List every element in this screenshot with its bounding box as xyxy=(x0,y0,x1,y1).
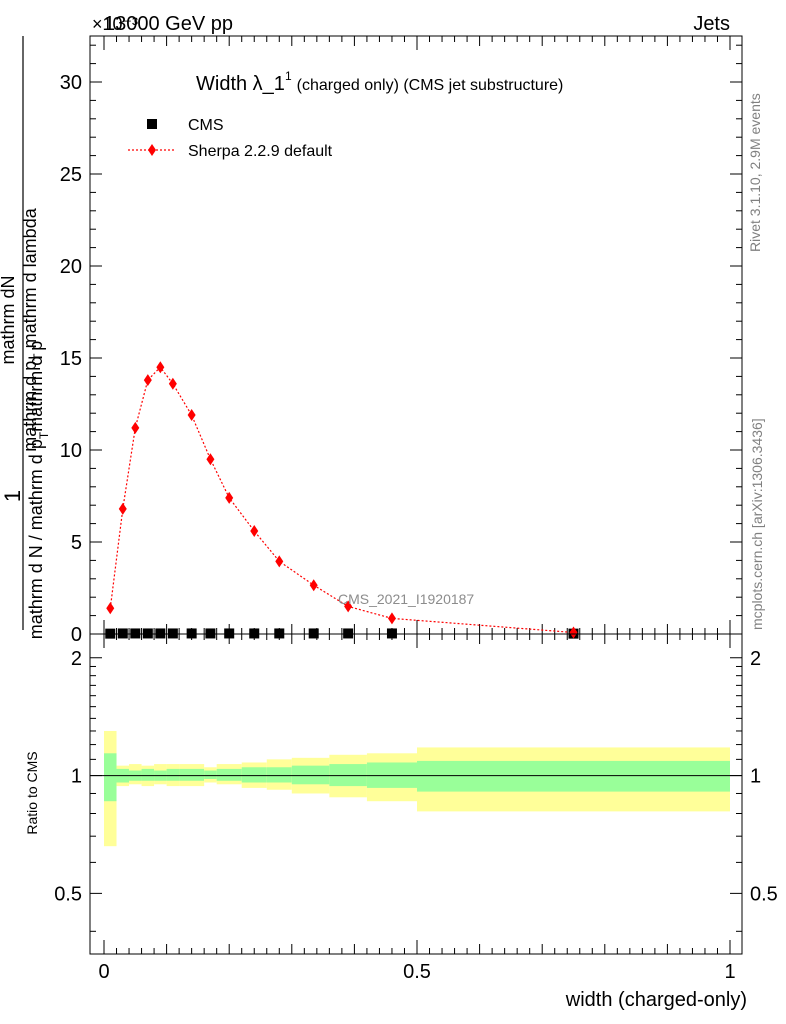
chart-title: Width λ_11 (charged only) (CMS jet substr… xyxy=(196,69,563,95)
main-y-axis: 0 5 10 15 20 25 30 xyxy=(60,44,742,646)
sherpa-data-point xyxy=(387,612,396,625)
y-label-numerator-2: mathrm d pT mathrm d lambda xyxy=(20,207,45,451)
sherpa-data-point xyxy=(118,502,127,515)
ratio-y-tick-label: 2 xyxy=(71,648,82,670)
cms-data-point xyxy=(386,628,397,639)
main-y-tick-label: 20 xyxy=(60,256,82,278)
y-label-den-a: mathrm d N / mathrm d p xyxy=(26,439,46,639)
energy-label: 13000 GeV pp xyxy=(104,13,233,35)
ratio-inner-band xyxy=(216,768,242,781)
ratio-y-tick-label-right: 1 xyxy=(750,766,761,788)
sherpa-data-point xyxy=(131,421,140,434)
main-series-layer xyxy=(105,361,579,639)
y-label-num-a: mathrm dN xyxy=(0,275,18,364)
ratio-y-label: Ratio to CMS xyxy=(24,751,40,834)
ratio-inner-band xyxy=(417,760,730,792)
legend-sherpa-label: Sherpa 2.2.9 default xyxy=(188,143,333,160)
chart-title-rest: (charged only) (CMS jet substructure) xyxy=(297,77,564,94)
cms-data-point xyxy=(308,628,319,639)
ratio-inner-band xyxy=(166,768,180,781)
main-y-tick-label: 30 xyxy=(60,72,82,94)
ratio-y-axis: 0.5 0.5 1 1 2 2 xyxy=(54,648,778,932)
y-label-numerator: mathrm dN xyxy=(0,275,18,364)
sherpa-data-point xyxy=(250,524,259,537)
y-exponent-label: ×10⁻³ xyxy=(92,14,138,34)
chart-title-sup: 1 xyxy=(285,69,292,83)
ratio-y-tick-label: 1 xyxy=(71,766,82,788)
sherpa-data-point xyxy=(569,626,578,639)
ratio-y-tick-label-right: 0.5 xyxy=(750,883,778,905)
cms-data-point xyxy=(130,628,141,639)
x-axis-label: width (charged-only) xyxy=(565,989,747,1011)
sherpa-data-point xyxy=(206,453,215,466)
cms-data-point xyxy=(167,628,178,639)
ratio-y-tick-label: 0.5 xyxy=(54,883,82,905)
ratio-inner-band xyxy=(266,767,292,783)
sherpa-data-point xyxy=(344,600,353,613)
ratio-inner-band xyxy=(291,765,330,785)
process-label: Jets xyxy=(693,13,730,35)
main-y-tick-label: 0 xyxy=(71,624,82,646)
y-label-num-sub: T xyxy=(31,353,45,361)
mcplots-label: mcplots.cern.ch [arXiv:1306.3436] xyxy=(749,418,765,630)
ratio-inner-band xyxy=(204,770,217,779)
x-tick-label: 0 xyxy=(98,961,109,983)
main-y-tick-label: 25 xyxy=(60,164,82,186)
sherpa-data-point xyxy=(106,602,115,615)
sherpa-data-point xyxy=(156,361,165,374)
cms-data-point xyxy=(142,628,153,639)
legend-sherpa-marker xyxy=(148,144,156,156)
sherpa-data-point xyxy=(143,374,152,387)
analysis-label: CMS_2021_I1920187 xyxy=(338,591,474,607)
ratio-x-axis: 0 0.5 1 xyxy=(98,634,736,983)
y-label-denominator: mathrm d N / mathrm d pTmathrm d p xyxy=(26,341,51,639)
sherpa-data-point xyxy=(309,579,318,592)
main-y-tick-label: 15 xyxy=(60,348,82,370)
main-y-tick-label: 10 xyxy=(60,440,82,462)
main-y-axis-label: 1 mathrm dN mathrm d pT mathrm d lambda … xyxy=(0,36,51,639)
y-label-den-sub: T xyxy=(37,431,51,439)
cms-data-point xyxy=(224,628,235,639)
sherpa-data-point xyxy=(225,491,234,504)
x-tick-label: 1 xyxy=(724,961,735,983)
ratio-y-tick-label-right: 2 xyxy=(750,648,761,670)
ratio-frame xyxy=(89,633,743,955)
main-y-tick-label: 5 xyxy=(71,532,82,554)
ratio-inner-band xyxy=(241,767,267,783)
cms-data-point xyxy=(186,628,197,639)
cms-data-point xyxy=(117,628,128,639)
cms-data-point xyxy=(343,628,354,639)
ratio-inner-band xyxy=(179,768,205,781)
chart-title-main: Width λ_1 xyxy=(196,73,285,95)
sherpa-data-point xyxy=(187,409,196,422)
ratio-bands-layer xyxy=(90,730,742,847)
cms-data-point xyxy=(205,628,216,639)
y-label-num-c: mathrm d lambda xyxy=(20,207,40,353)
x-tick-label: 0.5 xyxy=(403,961,431,983)
y-label-num-b: mathrm d p xyxy=(20,361,40,452)
ratio-inner-band xyxy=(141,768,155,781)
legend: CMS Sherpa 2.2.9 default xyxy=(128,117,333,160)
ratio-inner-band xyxy=(104,753,117,802)
cms-data-point xyxy=(155,628,166,639)
y-label-den-b: mathrm d p xyxy=(26,341,46,432)
sherpa-data-point xyxy=(168,377,177,390)
legend-cms-marker xyxy=(147,119,157,129)
y-label-prefactor: 1 xyxy=(0,490,25,502)
legend-cms-label: CMS xyxy=(188,117,224,134)
cms-data-point xyxy=(274,628,285,639)
rivet-version-label: Rivet 3.1.10, 2.9M events xyxy=(747,93,763,252)
ratio-panel: 0.5 0.51 12 2 0 0.5 1 Ratio to CMS width (cha… xyxy=(24,633,778,1011)
sherpa-data-point xyxy=(275,555,284,568)
cms-data-point xyxy=(249,628,260,639)
